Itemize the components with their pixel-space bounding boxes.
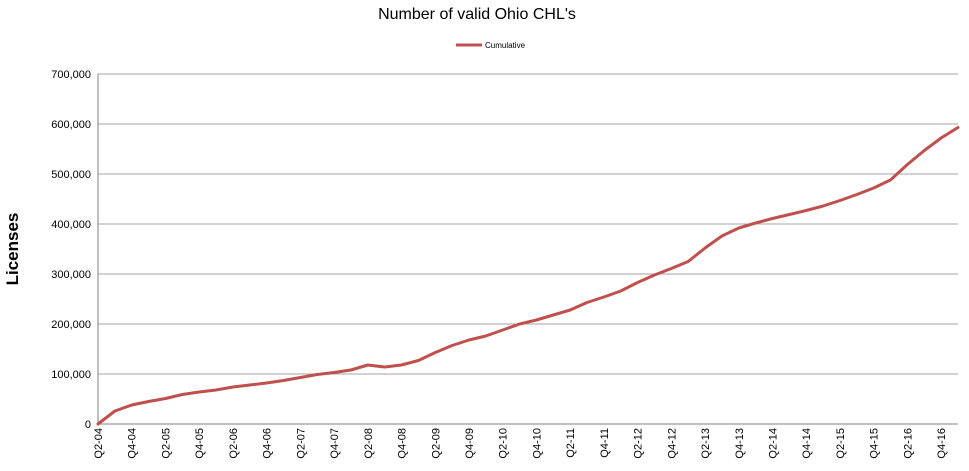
x-tick-label: Q2-13 bbox=[700, 428, 712, 459]
x-tick-label: Q2-05 bbox=[160, 428, 172, 459]
x-tick-label: Q4-06 bbox=[262, 428, 274, 459]
y-tick-label: 200,000 bbox=[51, 319, 91, 331]
x-tick-label: Q4-14 bbox=[801, 428, 813, 459]
gridlines bbox=[98, 73, 958, 425]
y-tick-label: 700,000 bbox=[51, 69, 91, 81]
x-tick-label: Q2-16 bbox=[902, 428, 914, 459]
x-tick-label: Q4-10 bbox=[531, 428, 543, 459]
x-tick-label: Q2-14 bbox=[768, 428, 780, 459]
y-axis-label: Licenses bbox=[3, 213, 22, 286]
y-axis-ticks: 0 100,000 200,000 300,000 400,000 500,000 600,… bbox=[51, 69, 91, 431]
axes bbox=[97, 74, 958, 425]
legend: Cumulative bbox=[456, 41, 526, 50]
x-tick-label: Q4-04 bbox=[127, 428, 139, 459]
y-tick-label: 300,000 bbox=[51, 269, 91, 281]
x-tick-label: Q2-11 bbox=[565, 428, 577, 458]
y-tick-label: 400,000 bbox=[51, 219, 91, 231]
chart-title: Number of valid Ohio CHL's bbox=[378, 6, 576, 23]
y-tick-label: 100,000 bbox=[51, 369, 91, 381]
x-tick-label: Q2-06 bbox=[228, 428, 240, 459]
x-tick-label: Q2-15 bbox=[835, 428, 847, 459]
x-tick-label: Q4-11 bbox=[599, 428, 611, 458]
x-tick-label: Q4-16 bbox=[936, 428, 948, 459]
y-tick-label: 600,000 bbox=[51, 119, 91, 131]
x-tick-label: Q4-08 bbox=[397, 428, 409, 459]
x-axis-ticks: Q2-04 Q4-04 Q2-05 Q4-05 Q2-06 Q4-06 Q2-07 Q4-07… bbox=[93, 428, 948, 459]
x-tick-label: Q2-12 bbox=[633, 428, 645, 459]
x-tick-label: Q4-13 bbox=[734, 428, 746, 459]
x-tick-label: Q4-15 bbox=[869, 428, 881, 459]
legend-label: Cumulative bbox=[485, 41, 526, 50]
x-tick-label: Q2-07 bbox=[295, 428, 307, 459]
x-tick-label: Q2-10 bbox=[498, 428, 510, 459]
x-tick-label: Q4-05 bbox=[194, 428, 206, 459]
y-tick-label: 500,000 bbox=[51, 169, 91, 181]
series-layer bbox=[96, 126, 960, 426]
x-tick-label: Q4-09 bbox=[464, 428, 476, 459]
x-tick-label: Q4-07 bbox=[329, 428, 341, 459]
x-tick-label: Q2-08 bbox=[363, 428, 375, 459]
x-tick-label: Q4-12 bbox=[666, 428, 678, 459]
x-tick-label: Q2-04 bbox=[93, 428, 105, 459]
series-line-cumulative bbox=[96, 126, 960, 426]
y-tick-label: 0 bbox=[85, 419, 91, 431]
x-tick-label: Q2-09 bbox=[430, 428, 442, 459]
